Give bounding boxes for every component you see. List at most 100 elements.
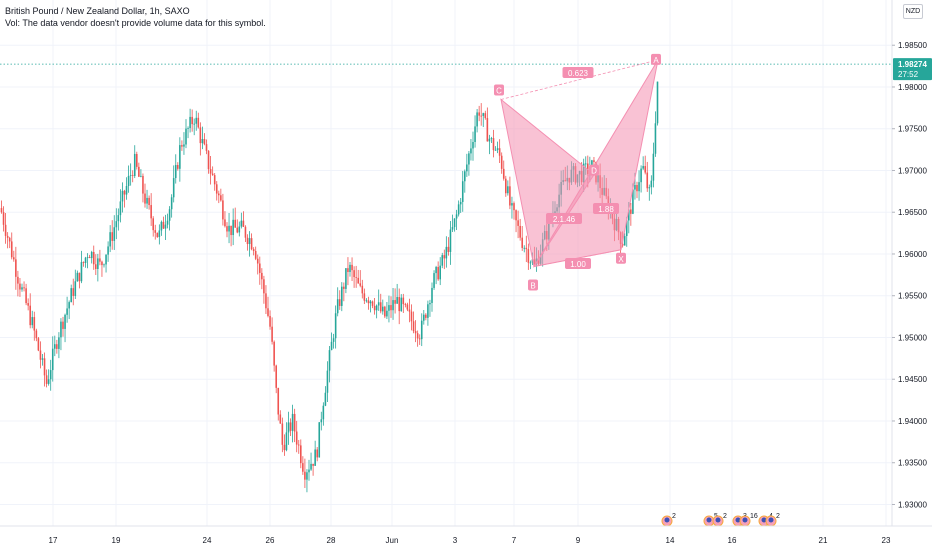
pattern-point-c[interactable]: C <box>494 84 504 96</box>
candle <box>468 150 470 176</box>
time-axis-label: Jun <box>386 536 399 545</box>
candle <box>652 142 655 188</box>
candle <box>215 181 218 201</box>
candle <box>496 141 499 154</box>
candle <box>82 261 85 267</box>
price-axis-label: 1.96000 <box>898 250 927 259</box>
candle <box>654 111 657 157</box>
candle <box>195 110 198 131</box>
candle <box>484 110 487 120</box>
candle <box>64 313 66 343</box>
candle <box>203 133 206 146</box>
pattern-ratio-line <box>500 59 659 100</box>
candle <box>377 289 380 311</box>
svg-text:1.88: 1.88 <box>598 205 614 214</box>
price-axis-label: 1.94000 <box>898 417 927 426</box>
candle <box>144 183 146 208</box>
candle <box>49 359 52 391</box>
candle <box>472 131 474 161</box>
event-marker[interactable]: 2 <box>712 513 727 527</box>
candle <box>162 216 165 230</box>
pattern-point-b[interactable]: B <box>528 279 538 291</box>
candle <box>58 332 60 359</box>
candle <box>502 160 505 181</box>
candle <box>256 254 259 275</box>
candle <box>230 225 232 247</box>
pattern-point-label: C <box>496 87 502 96</box>
candle <box>347 257 349 286</box>
candle <box>492 129 495 158</box>
candle <box>371 300 374 309</box>
pattern-point-a[interactable]: A <box>651 53 661 65</box>
candle <box>343 282 345 302</box>
candle <box>478 105 480 122</box>
candle <box>396 283 398 304</box>
candle <box>242 211 245 228</box>
candle <box>142 173 144 203</box>
time-axis[interactable]: 17 19 24 26 28 Jun 3 7 9 14 16 21 23 <box>0 525 932 545</box>
candle <box>394 288 396 314</box>
candle <box>429 299 431 317</box>
candle <box>224 211 226 228</box>
candle <box>232 208 234 246</box>
pattern-point-label: D <box>591 167 597 176</box>
event-markers[interactable]: 25231642 <box>661 513 780 527</box>
candle <box>13 250 15 262</box>
candle <box>498 139 501 163</box>
event-badge-count: 2 <box>776 513 780 520</box>
candle <box>402 293 405 313</box>
event-badge-count: 2 <box>723 513 727 520</box>
candle <box>464 169 466 193</box>
candle <box>248 231 251 257</box>
candle <box>291 404 294 443</box>
candle <box>166 213 169 229</box>
candle <box>318 422 321 458</box>
price-axis-label: 1.95500 <box>898 292 927 301</box>
currency-button[interactable]: NZD <box>903 4 923 19</box>
candle <box>650 175 653 195</box>
time-axis-label: 28 <box>327 536 336 545</box>
candle <box>435 265 437 285</box>
candle <box>353 266 355 288</box>
event-badge-count: 16 <box>750 513 758 520</box>
candle <box>103 263 105 268</box>
candle <box>174 154 177 184</box>
price-axis-label: 1.97000 <box>898 166 927 175</box>
price-axis[interactable]: 1.93000 1.93500 1.94000 1.94500 1.95000 1.955… <box>891 0 927 526</box>
candle <box>17 270 19 297</box>
candle <box>275 364 277 394</box>
candle <box>642 156 644 171</box>
time-axis-label: 7 <box>512 536 517 545</box>
pattern-point-x[interactable]: X <box>616 252 626 264</box>
candle <box>414 320 417 343</box>
candle <box>433 270 435 290</box>
event-marker[interactable]: 2 <box>661 513 676 527</box>
price-axis-label: 1.94500 <box>898 375 927 384</box>
candle <box>648 184 651 201</box>
candle <box>375 304 378 319</box>
candle <box>300 439 302 469</box>
candle <box>191 109 193 132</box>
candle <box>41 353 44 366</box>
time-axis-label: 19 <box>112 536 121 545</box>
candle <box>398 288 400 325</box>
candle <box>127 165 130 193</box>
candle <box>328 346 331 383</box>
pattern-ratio-label: 1.88 <box>593 203 619 214</box>
pattern-point-d[interactable]: D <box>589 164 599 176</box>
candle <box>15 246 17 290</box>
candle <box>529 260 532 270</box>
symbol-title[interactable]: British Pound / New Zealand Dollar, 1h, … <box>5 6 190 16</box>
candle <box>515 209 517 233</box>
candle <box>205 139 208 155</box>
pattern-point-label: A <box>653 56 659 65</box>
time-axis-label: 21 <box>819 536 828 545</box>
candle <box>220 188 222 202</box>
candle <box>488 134 491 155</box>
candle <box>517 210 519 239</box>
harmonic-pattern[interactable]: X A B C D 0.623 2.1.46 1.88 1.00 <box>494 53 661 291</box>
candle <box>31 310 34 329</box>
pattern-ratio-label: 1.00 <box>565 258 591 269</box>
candle <box>123 189 126 208</box>
